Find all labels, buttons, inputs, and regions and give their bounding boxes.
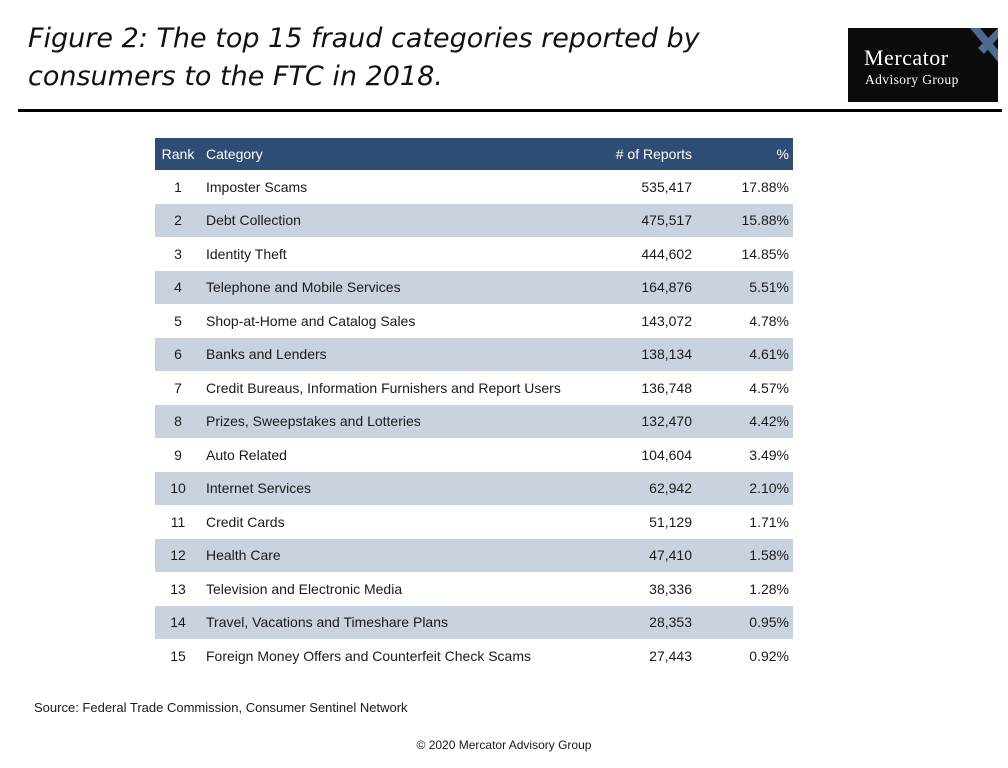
- cell-percent: 0.95%: [694, 605, 793, 639]
- cell-category: Debt Collection: [201, 203, 596, 237]
- cell-reports: 143,072: [641, 312, 692, 329]
- cell-reports: 28,353: [596, 605, 694, 639]
- cell-rank: 11: [170, 513, 186, 530]
- header-percent: %: [694, 138, 793, 170]
- table-row: 12 Health Care 47,410 1.58%: [155, 538, 793, 572]
- cell-category: Auto Related: [206, 446, 287, 463]
- cell-reports: 164,876: [596, 270, 694, 304]
- table-row: 3 Identity Theft 444,602 14.85%: [155, 237, 793, 271]
- cell-category: Shop-at-Home and Catalog Sales: [206, 312, 416, 329]
- title-divider: [18, 109, 1002, 112]
- cell-rank: 13: [170, 580, 186, 597]
- cell-percent: 17.88%: [741, 178, 789, 195]
- cell-reports: 132,470: [596, 404, 694, 438]
- table-row: 4 Telephone and Mobile Services 164,876 5.5…: [155, 270, 793, 304]
- cell-reports: 535,417: [641, 178, 692, 195]
- cell-category: Travel, Vacations and Timeshare Plans: [201, 605, 596, 639]
- header-category: Category: [201, 138, 596, 170]
- source-note: Source: Federal Trade Commission, Consum…: [34, 700, 408, 715]
- cell-category: Health Care: [201, 538, 596, 572]
- cell-percent: 1.28%: [749, 580, 789, 597]
- cell-category: Identity Theft: [206, 245, 287, 262]
- cell-percent: 1.71%: [749, 513, 789, 530]
- cell-rank: 8: [155, 404, 201, 438]
- cell-category: Banks and Lenders: [201, 337, 596, 371]
- cell-category: Imposter Scams: [206, 178, 308, 195]
- cell-reports: 104,604: [641, 446, 692, 463]
- table-row: 7 Credit Bureaus, Information Furnishers …: [155, 371, 793, 405]
- cell-percent: 3.49%: [749, 446, 789, 463]
- cell-category: Prizes, Sweepstakes and Lotteries: [201, 404, 596, 438]
- cell-category: Television and Electronic Media: [206, 580, 403, 597]
- cell-percent: 4.61%: [694, 337, 793, 371]
- figure-title: Figure 2: The top 15 fraud categories re…: [28, 23, 700, 92]
- cell-reports: 27,443: [649, 647, 692, 664]
- fraud-categories-table: Rank Category # of Reports % 1 Imposter S…: [155, 138, 793, 673]
- table-row: 1 Imposter Scams 535,417 17.88%: [155, 170, 793, 204]
- cell-rank: 5: [174, 312, 182, 329]
- fraud-table-container: Rank Category # of Reports % 1 Imposter S…: [155, 138, 793, 673]
- logo-line-1: Mercator: [864, 45, 949, 70]
- cell-category: Telephone and Mobile Services: [201, 270, 596, 304]
- table-body: 1 Imposter Scams 535,417 17.88% 2 Debt Collec…: [155, 170, 793, 673]
- header-rank: Rank: [155, 138, 201, 170]
- cell-reports: 47,410: [596, 538, 694, 572]
- table-row: 2 Debt Collection 475,517 15.88%: [155, 203, 793, 237]
- cell-category: Credit Bureaus, Information Furnishers a…: [206, 379, 561, 396]
- header-reports: # of Reports: [596, 138, 694, 170]
- cell-percent: 14.85%: [741, 245, 789, 262]
- cell-rank: 1: [174, 178, 182, 195]
- cell-rank: 3: [174, 245, 182, 262]
- cell-percent: 15.88%: [694, 203, 793, 237]
- table-row: 11 Credit Cards 51,129 1.71%: [155, 505, 793, 539]
- cell-rank: 12: [155, 538, 201, 572]
- cell-percent: 5.51%: [694, 270, 793, 304]
- cell-percent: 2.10%: [694, 471, 793, 505]
- logo-x-mark-icon: [970, 28, 998, 62]
- table-row: 9 Auto Related 104,604 3.49%: [155, 438, 793, 472]
- table-row: 8 Prizes, Sweepstakes and Lotteries 132,47…: [155, 404, 793, 438]
- cell-rank: 4: [155, 270, 201, 304]
- cell-rank: 6: [155, 337, 201, 371]
- mercator-logo: Mercator Advisory Group: [848, 28, 998, 102]
- cell-reports: 444,602: [641, 245, 692, 262]
- copyright-note: © 2020 Mercator Advisory Group: [416, 738, 592, 752]
- cell-rank: 10: [155, 471, 201, 505]
- table-row: 6 Banks and Lenders 138,134 4.61%: [155, 337, 793, 371]
- cell-percent: 1.58%: [694, 538, 793, 572]
- cell-rank: 15: [170, 647, 186, 664]
- table-row: 15 Foreign Money Offers and Counterfeit C…: [155, 639, 793, 673]
- table-row: 10 Internet Services 62,942 2.10%: [155, 471, 793, 505]
- cell-reports: 51,129: [649, 513, 692, 530]
- cell-reports: 136,748: [641, 379, 692, 396]
- table-row: 5 Shop-at-Home and Catalog Sales 143,072 4.…: [155, 304, 793, 338]
- cell-reports: 475,517: [596, 203, 694, 237]
- cell-category: Internet Services: [201, 471, 596, 505]
- cell-reports: 38,336: [649, 580, 692, 597]
- cell-reports: 62,942: [596, 471, 694, 505]
- cell-percent: 4.42%: [694, 404, 793, 438]
- cell-reports: 138,134: [596, 337, 694, 371]
- cell-percent: 4.78%: [749, 312, 789, 329]
- logo-line-2: Advisory Group: [865, 72, 959, 87]
- cell-percent: 0.92%: [749, 647, 789, 664]
- cell-percent: 4.57%: [749, 379, 789, 396]
- cell-rank: 9: [174, 446, 182, 463]
- cell-category: Credit Cards: [206, 513, 285, 530]
- table-header-row: Rank Category # of Reports %: [155, 138, 793, 170]
- cell-rank: 14: [155, 605, 201, 639]
- cell-rank: 2: [155, 203, 201, 237]
- table-row: 13 Television and Electronic Media 38,336 1…: [155, 572, 793, 606]
- cell-category: Foreign Money Offers and Counterfeit Che…: [206, 647, 532, 664]
- cell-rank: 7: [174, 379, 182, 396]
- table-row: 14 Travel, Vacations and Timeshare Plans 2…: [155, 605, 793, 639]
